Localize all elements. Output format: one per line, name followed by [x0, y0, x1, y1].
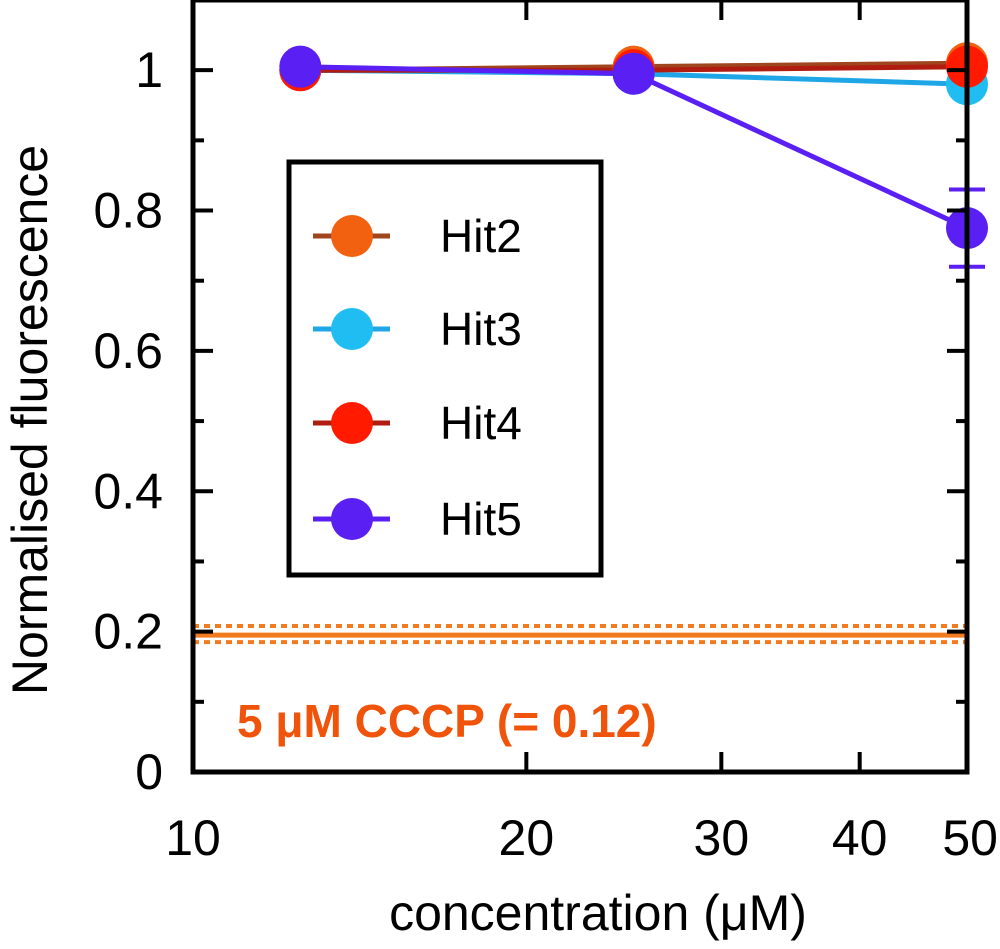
legend-swatch-marker: [331, 308, 373, 350]
plot-frame: [190, 0, 970, 775]
y-tick-label: 0.8: [93, 183, 163, 239]
x-axis-title: concentration (μM): [389, 885, 807, 941]
legend: Hit2 Hit3 Hit4 Hit5: [286, 159, 604, 578]
y-tick-label: 0: [135, 744, 163, 800]
legend-swatch-marker: [331, 215, 373, 257]
ticks: 0 0.2 0.4 0.6 0.8 1 10 20 30 40 50: [93, 0, 998, 866]
y-tick-label: 1: [135, 42, 163, 98]
y-tick-label: 0.4: [93, 463, 163, 519]
x-tick-label: 50: [942, 810, 998, 866]
x-tick-label: 10: [165, 810, 221, 866]
x-tick-label: 20: [499, 810, 555, 866]
legend-item-hit3: Hit3: [313, 303, 522, 355]
legend-item-hit4: Hit4: [313, 397, 522, 449]
y-axis-title: Normalised fluorescence: [2, 145, 58, 695]
reference-layer: [193, 624, 967, 645]
data-point-hit5: [612, 52, 655, 95]
data-point-hit5: [279, 45, 322, 88]
x-tick-label: 40: [832, 810, 888, 866]
legend-swatch-marker: [331, 498, 373, 540]
reference-label: 5 μM CCCP (= 0.12): [237, 695, 657, 747]
legend-item-hit5: Hit5: [313, 493, 522, 545]
legend-label: Hit4: [440, 397, 522, 449]
legend-label: Hit2: [440, 210, 522, 262]
legend-label: Hit3: [440, 303, 522, 355]
legend-item-hit2: Hit2: [313, 210, 522, 262]
x-tick-label: 30: [694, 810, 750, 866]
y-tick-label: 0.2: [93, 604, 163, 660]
y-tick-label: 0.6: [93, 323, 163, 379]
legend-swatch-marker: [331, 402, 373, 444]
axes-frame: [190, 0, 970, 775]
legend-label: Hit5: [440, 493, 522, 545]
